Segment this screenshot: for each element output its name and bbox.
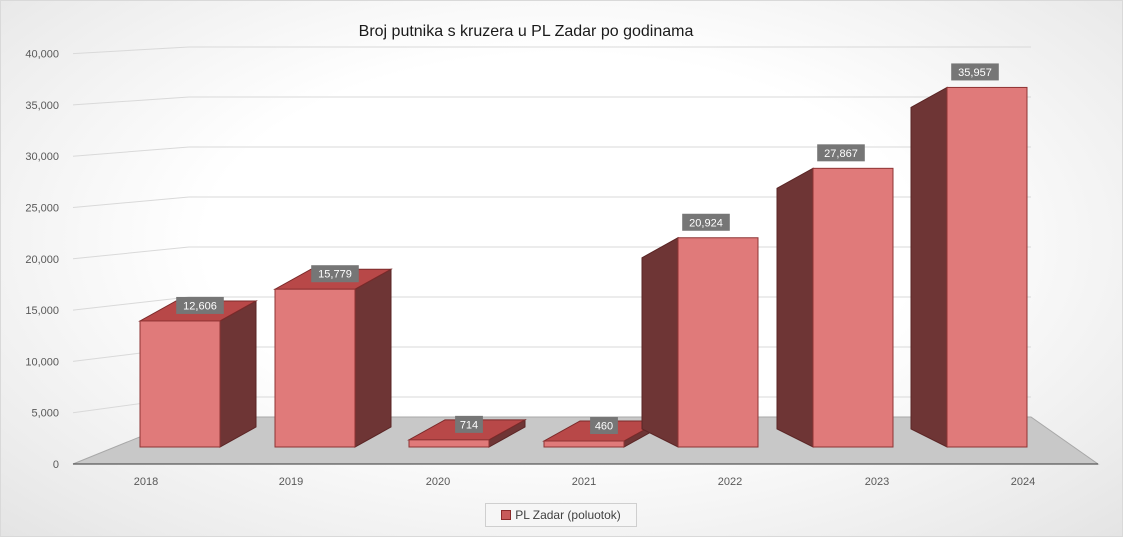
bar-side	[354, 268, 392, 448]
y-tick-label: 0	[53, 459, 59, 471]
bar	[139, 320, 221, 448]
bar-side	[219, 300, 257, 448]
data-label: 15,779	[318, 269, 352, 281]
data-label-box	[817, 144, 865, 162]
gridline	[72, 96, 1031, 106]
bar-side	[641, 236, 679, 448]
data-label-box	[176, 296, 224, 314]
data-label: 20,924	[689, 217, 723, 229]
data-label-box	[590, 417, 618, 434]
x-tick-label: 2021	[572, 476, 596, 488]
legend: PL Zadar (poluotok)	[485, 503, 637, 527]
x-tick-label: 2024	[1011, 476, 1035, 488]
data-label: 12,606	[183, 300, 217, 312]
data-label: 460	[595, 421, 613, 433]
x-tick-label: 2022	[718, 476, 742, 488]
data-label: 27,867	[824, 148, 858, 160]
gridline	[72, 146, 1031, 157]
y-tick-label: 10,000	[25, 356, 59, 368]
bar	[946, 86, 1028, 448]
y-tick-label: 20,000	[25, 254, 59, 266]
data-label: 714	[460, 419, 478, 431]
y-tick-label: 30,000	[25, 151, 59, 163]
bar-side	[910, 86, 948, 448]
bar	[677, 237, 759, 448]
legend-swatch	[501, 510, 512, 520]
data-label-box	[311, 265, 359, 283]
bar	[408, 439, 490, 448]
data-label: 35,957	[958, 67, 992, 79]
gridline	[72, 196, 1031, 208]
x-tick-label: 2019	[279, 476, 303, 488]
x-tick-label: 2023	[865, 476, 889, 488]
data-label-box	[682, 213, 730, 231]
data-label-box	[951, 63, 999, 81]
bar	[274, 288, 356, 448]
y-tick-label: 35,000	[25, 100, 59, 112]
y-tick-label: 5,000	[31, 408, 59, 420]
y-tick-label: 15,000	[25, 305, 59, 317]
x-tick-label: 2018	[134, 476, 158, 488]
y-tick-label: 40,000	[25, 49, 59, 61]
x-tick-label: 2020	[426, 476, 450, 488]
gridline	[72, 46, 1031, 55]
data-label-box	[455, 415, 483, 433]
bar	[543, 440, 625, 448]
bar	[812, 167, 894, 448]
bar-side	[776, 167, 814, 448]
chart-title: Broj putnika s kruzera u PL Zadar po god…	[358, 23, 694, 40]
legend-label: PL Zadar (poluotok)	[515, 508, 621, 522]
y-tick-label: 25,000	[25, 203, 59, 215]
